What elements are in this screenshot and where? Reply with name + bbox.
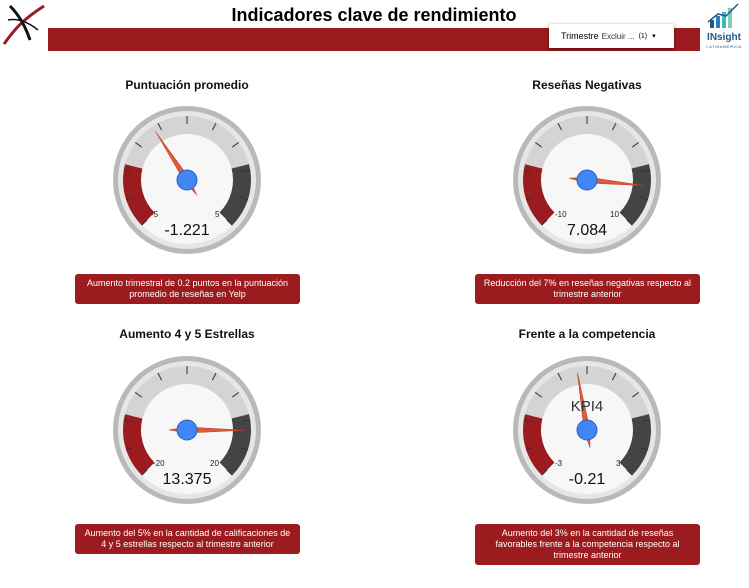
insight-logo-subtext: LATINAMERICA — [706, 44, 742, 49]
gauge-min-label: -10 — [555, 210, 567, 219]
gauge-hub — [576, 169, 598, 191]
gauge-max-label: 3 — [616, 459, 621, 468]
gauge-tick — [240, 196, 249, 201]
gauge-tick — [632, 391, 640, 398]
insight-logo-text: INsight — [707, 32, 741, 43]
page-title: Indicadores clave de rendimiento — [231, 5, 517, 25]
note-puntuacion: Aumento trimestral de 0.2 puntos en la p… — [75, 274, 300, 304]
gauge-high-band — [219, 414, 252, 476]
gauge-tick — [640, 196, 649, 201]
gauge-hub — [176, 169, 198, 191]
gauge-value: -0.21 — [568, 471, 606, 488]
panel-title-resenas-negativas: Reseñas Negativas — [532, 78, 642, 92]
gauge-aumento-estrellas: -20 20 13.375 — [112, 355, 262, 505]
gauge-tick — [211, 372, 217, 381]
gauge-tick — [157, 122, 163, 131]
gauge-tick — [141, 219, 148, 226]
gauge-tick — [541, 469, 548, 476]
gauge-tick — [642, 169, 651, 172]
gauge-min-label: -3 — [555, 459, 563, 468]
quarter-filter-dropdown[interactable]: Trimestre Excluir ... (1) ▾ — [549, 24, 674, 48]
gauge-tick — [642, 419, 651, 422]
gauge-value: 13.375 — [162, 471, 212, 488]
gauge-mid-band — [525, 116, 649, 169]
gauge-max-label: 10 — [610, 210, 619, 219]
gauge-tick — [226, 469, 233, 476]
gauge-tick — [232, 141, 240, 148]
gauge-tick — [626, 469, 633, 476]
filter-count: (1) — [638, 32, 648, 40]
gauge-tick — [125, 446, 134, 451]
gauge-tick — [611, 122, 617, 131]
gauge-tick — [523, 169, 532, 172]
gauge-hub — [176, 419, 198, 441]
gauge-tick — [125, 196, 134, 201]
gauge-tick — [240, 446, 249, 451]
insight-logo: INsight LATINAMERICA — [700, 2, 748, 50]
gauge-tick — [141, 469, 148, 476]
gauge-low-band — [523, 414, 555, 476]
gauge-tick — [525, 446, 534, 451]
gauge-tick — [226, 219, 233, 226]
gauge-low-band — [123, 414, 155, 476]
gauge-tick — [557, 372, 563, 381]
gauge-high-band — [219, 164, 252, 226]
note-resenas-negativas: Reducción del 7% en reseñas negativas re… — [475, 274, 700, 304]
brand-logo-left — [0, 0, 48, 48]
gauge-high-band — [619, 414, 651, 476]
gauge-hub — [576, 419, 598, 441]
gauge-competencia: KPI4 -3 3 -0.21 — [512, 355, 662, 505]
gauge-tick — [157, 372, 163, 381]
gauge-value: -1.221 — [164, 222, 210, 239]
gauge-label: KPI4 — [570, 398, 604, 415]
gauge-max-label: 20 — [210, 459, 219, 468]
gauge-tick — [211, 122, 217, 131]
gauge-tick — [626, 219, 633, 226]
gauge-tick — [632, 141, 640, 148]
gauge-tick — [134, 141, 142, 148]
gauge-tick — [232, 391, 240, 398]
gauge-mid-band — [125, 366, 249, 419]
gauge-min-label: -20 — [153, 459, 165, 468]
panel-title-aumento-estrellas: Aumento 4 y 5 Estrellas — [119, 327, 255, 341]
gauge-tick — [123, 169, 132, 172]
note-aumento-estrellas: Aumento del 5% en la cantidad de calific… — [75, 524, 300, 554]
note-competencia: Aumento del 3% en la cantidad de reseñas… — [475, 524, 700, 565]
gauge-low-band — [523, 164, 555, 226]
chevron-down-icon: ▾ — [652, 33, 656, 40]
gauge-mid-band — [525, 366, 649, 419]
gauge-max-label: 5 — [215, 210, 220, 219]
gauge-high-band — [619, 164, 651, 226]
gauge-puntuacion: -5 5 -1.221 — [112, 105, 262, 255]
gauge-tick — [611, 372, 617, 381]
gauge-low-band — [123, 164, 155, 226]
gauge-tick — [525, 196, 534, 201]
gauge-tick — [534, 141, 542, 148]
gauge-tick — [242, 169, 251, 172]
panel-title-competencia: Frente a la competencia — [518, 327, 656, 341]
gauge-min-label: -5 — [151, 210, 159, 219]
filter-selected-value: Excluir ... — [601, 31, 635, 41]
gauge-tick — [541, 219, 548, 226]
gauge-resenas-negativas: -10 10 7.084 — [512, 105, 662, 255]
gauge-tick — [523, 419, 532, 422]
gauge-tick — [557, 122, 563, 131]
gauge-mid-band — [125, 116, 249, 169]
gauge-tick — [640, 446, 649, 451]
filter-label: Trimestre — [561, 31, 599, 41]
gauge-tick — [534, 391, 542, 398]
gauge-tick — [123, 419, 132, 422]
panel-title-puntuacion: Puntuación promedio — [125, 78, 249, 92]
gauge-value: 7.084 — [566, 222, 608, 239]
header-band — [48, 28, 700, 51]
gauge-tick — [242, 419, 251, 422]
gauge-tick — [134, 391, 142, 398]
